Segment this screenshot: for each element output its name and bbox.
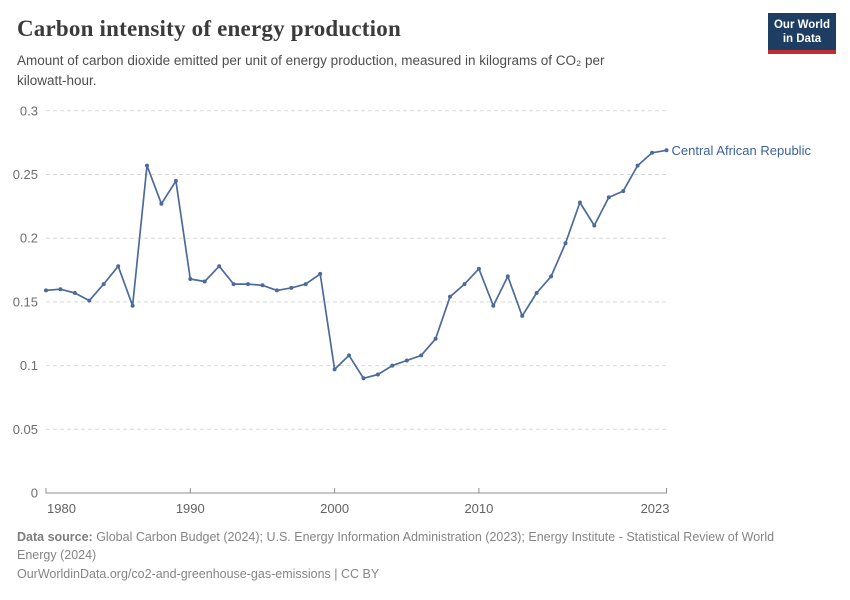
- data-point: [650, 150, 655, 155]
- owid-logo[interactable]: Our World in Data: [768, 13, 836, 54]
- data-point: [462, 282, 467, 287]
- y-tick-label: 0.2: [20, 231, 38, 246]
- y-tick-label: 0.05: [13, 422, 38, 437]
- data-point: [202, 279, 207, 284]
- data-point: [592, 223, 597, 228]
- data-point: [390, 363, 395, 368]
- data-point: [404, 358, 409, 363]
- data-point: [289, 285, 294, 290]
- x-tick-label: 2023: [641, 501, 670, 516]
- y-tick-label: 0: [31, 486, 38, 501]
- data-point: [130, 303, 135, 308]
- data-point: [419, 353, 424, 358]
- data-line: [45, 149, 667, 380]
- data-point: [347, 353, 351, 358]
- data-point: [534, 291, 539, 295]
- subtitle-line-2: kilowatt-hour.: [17, 73, 97, 88]
- data-source-label: Data source:: [17, 530, 93, 544]
- y-gridlines: [46, 110, 667, 430]
- owid-logo-line-2: in Data: [782, 33, 822, 45]
- data-point: [274, 288, 279, 293]
- data-point: [476, 266, 481, 271]
- data-point: [159, 201, 164, 206]
- data-point: [87, 298, 92, 303]
- y-tick-label: 0.15: [13, 294, 38, 309]
- data-point: [246, 282, 250, 287]
- data-point: [621, 189, 626, 194]
- y-axis-labels: 0 0.05 0.1 0.15 0.2 0.25 0.3: [13, 103, 38, 500]
- data-point: [606, 195, 611, 200]
- data-point: [332, 367, 337, 372]
- owid-logo-line-1: Our World: [773, 19, 830, 31]
- y-tick-label: 0.3: [20, 103, 38, 118]
- x-tick-label: 1990: [176, 501, 205, 516]
- x-axis-labels: 1980 1990 2000 2010 2023: [47, 501, 670, 516]
- data-points: [44, 148, 669, 381]
- data-point: [361, 376, 366, 381]
- data-point: [563, 241, 568, 246]
- chart-subtitle: Amount of carbon dioxide emitted per uni…: [17, 51, 605, 91]
- x-tick-label: 2010: [464, 501, 493, 516]
- y-tick-label: 0.25: [13, 167, 38, 182]
- data-point: [520, 313, 525, 318]
- x-tick-label: 1980: [47, 501, 76, 516]
- data-point: [260, 283, 265, 288]
- data-point: [448, 294, 452, 299]
- data-source-text-2: Energy (2024): [17, 547, 97, 562]
- data-point: [491, 303, 496, 308]
- data-point: [44, 288, 48, 293]
- license-link[interactable]: OurWorldinData.org/co2-and-greenhouse-ga…: [17, 567, 380, 581]
- data-point: [217, 264, 222, 269]
- data-point: [116, 264, 121, 269]
- data-point: [375, 372, 380, 377]
- x-axis-line: [45, 488, 667, 494]
- data-point: [433, 336, 438, 341]
- data-point: [577, 200, 582, 205]
- data-point: [318, 271, 323, 276]
- series-label[interactable]: Central African Republic: [672, 143, 812, 158]
- data-point: [72, 291, 77, 295]
- data-point: [505, 274, 510, 279]
- line-chart-canvas[interactable]: 0 0.05 0.1 0.15 0.2 0.25 0.3 1980 1990 2000 2010 20…: [0, 90, 850, 530]
- x-axis: [45, 488, 667, 494]
- data-point: [549, 274, 554, 279]
- y-tick-label: 0.1: [20, 358, 38, 373]
- data-source-text-1: Global Carbon Budget (2024); U.S. Energy…: [92, 530, 775, 544]
- data-point: [664, 148, 669, 153]
- data-point: [101, 282, 106, 287]
- data-point: [231, 282, 236, 287]
- data-point: [58, 287, 63, 292]
- subtitle-line-1: Amount of carbon dioxide emitted per uni…: [17, 53, 605, 68]
- data-source-line: Data source: Global Carbon Budget (2024)…: [17, 529, 817, 564]
- data-point: [303, 282, 308, 287]
- page-title: Carbon intensity of energy production: [17, 16, 401, 41]
- x-tick-label: 2000: [320, 501, 349, 516]
- data-point: [188, 277, 193, 281]
- data-point: [173, 178, 178, 183]
- data-point: [635, 163, 640, 168]
- data-point: [145, 163, 149, 168]
